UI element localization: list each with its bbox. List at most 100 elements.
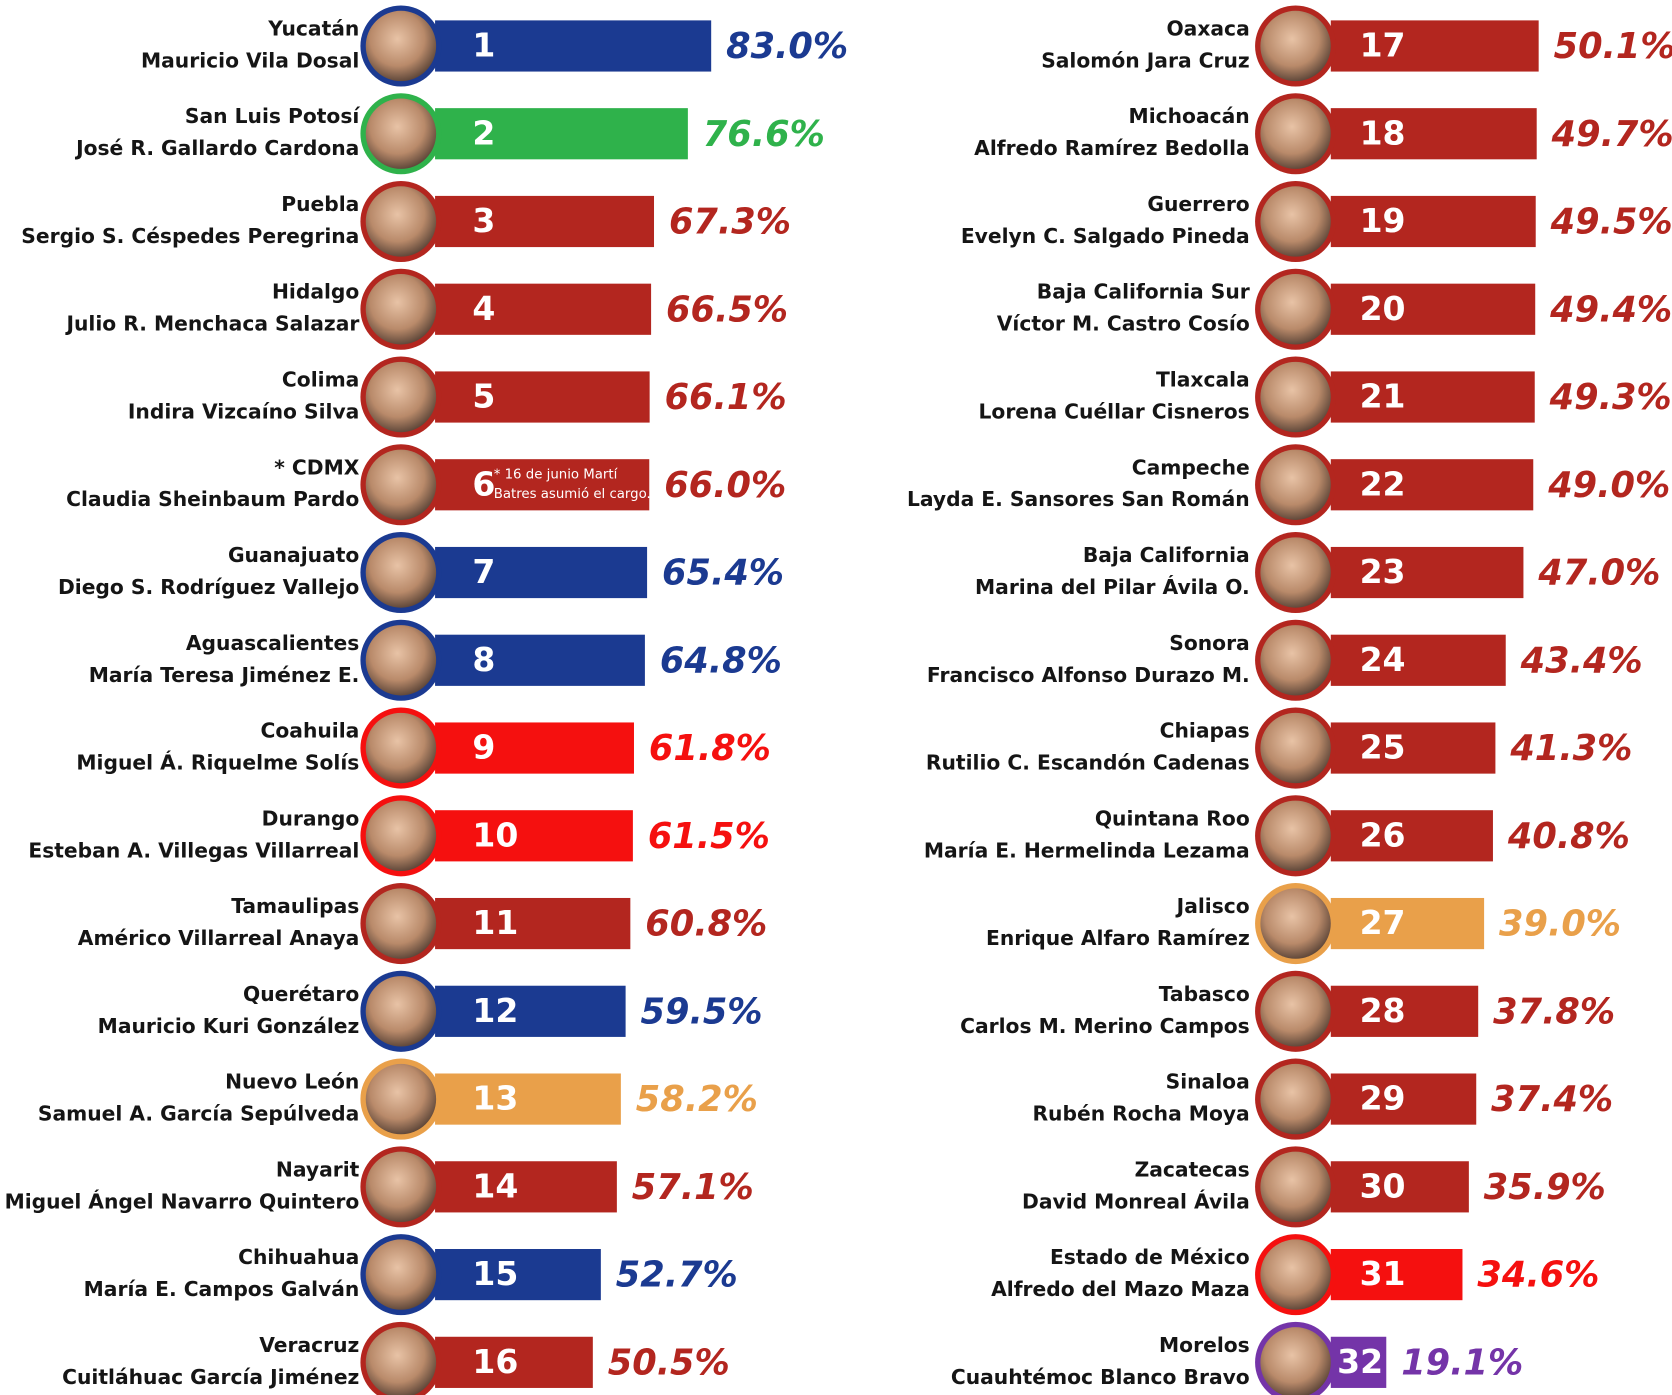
- rank: 14: [472, 1166, 518, 1205]
- governor-name: Cuauhtémoc Blanco Bravo: [951, 1365, 1250, 1389]
- photo: [366, 450, 436, 520]
- value-label: 61.8%: [649, 728, 771, 769]
- rank: 8: [472, 640, 495, 679]
- photo: [366, 713, 436, 783]
- bar: [435, 722, 634, 773]
- photo: [1260, 1152, 1330, 1222]
- rank: 12: [472, 991, 518, 1030]
- rank: 15: [472, 1254, 518, 1293]
- governor-name: Miguel Á. Riquelme Solís: [76, 751, 359, 775]
- governor-name: Rubén Rocha Moya: [1032, 1102, 1249, 1126]
- bar: [435, 284, 651, 335]
- page: Yucatán Mauricio Vila Dosal 1 83.0% San Luis…: [0, 0, 1672, 1395]
- note: * 16 de junio Martí: [494, 467, 619, 483]
- value-label: 76.6%: [703, 114, 825, 155]
- governor-name: Víctor M. Castro Cosío: [997, 312, 1250, 336]
- state-label: Yucatán: [267, 16, 359, 40]
- governor-name: María E. Hermelinda Lezama: [924, 838, 1250, 862]
- state-label: Jalisco: [1175, 894, 1250, 918]
- photo: [1260, 99, 1330, 169]
- state-label: Michoacán: [1129, 104, 1250, 128]
- rank: 27: [1360, 903, 1406, 942]
- governor-name: Enrique Alfaro Ramírez: [986, 926, 1250, 950]
- rank: 16: [472, 1342, 518, 1381]
- photo: [366, 1152, 436, 1222]
- bar: [435, 986, 626, 1037]
- governor-name: Alfredo del Mazo Maza: [991, 1277, 1250, 1301]
- rank: 28: [1360, 991, 1406, 1030]
- state-label: Coahuila: [261, 719, 360, 743]
- photo: [366, 362, 436, 432]
- photo: [1260, 801, 1330, 871]
- photo: [1260, 625, 1330, 695]
- bar: [435, 371, 650, 422]
- photo: [366, 888, 436, 958]
- value-label: 49.0%: [1547, 465, 1670, 506]
- rank: 19: [1360, 201, 1406, 240]
- governor-name: Marina del Pilar Ávila O.: [975, 575, 1250, 599]
- rank: 4: [472, 289, 495, 328]
- photo: [1260, 537, 1330, 607]
- rank: 29: [1360, 1079, 1406, 1118]
- state-label: Guerrero: [1147, 192, 1249, 216]
- rank: 6: [472, 464, 495, 503]
- governor-name: Lorena Cuéllar Cisneros: [979, 400, 1250, 424]
- photo: [366, 274, 436, 344]
- rank: 11: [472, 903, 518, 942]
- state-label: Oaxaca: [1166, 16, 1249, 40]
- state-label: San Luis Potosí: [185, 104, 360, 128]
- photo: [1260, 11, 1330, 81]
- bar: [435, 1073, 621, 1124]
- photo: [366, 1239, 436, 1309]
- value-label: 61.5%: [648, 816, 770, 857]
- governor-name: Layda E. Sansores San Román: [907, 487, 1250, 511]
- photo: [1260, 713, 1330, 783]
- rank: 13: [472, 1079, 518, 1118]
- photo: [1260, 274, 1330, 344]
- value-label: 49.5%: [1550, 202, 1672, 243]
- value-label: 50.5%: [608, 1342, 730, 1383]
- bar: [435, 635, 645, 686]
- note: Batres asumió el cargo.: [494, 486, 651, 502]
- state-label: Tlaxcala: [1156, 368, 1250, 392]
- state-label: Baja California: [1083, 543, 1250, 567]
- value-label: 66.0%: [664, 465, 786, 506]
- state-label: Estado de México: [1050, 1245, 1250, 1269]
- value-label: 49.4%: [1549, 289, 1672, 330]
- state-label: Durango: [262, 806, 360, 830]
- photo: [1260, 362, 1330, 432]
- state-label: Nayarit: [276, 1157, 360, 1181]
- rank: 32: [1337, 1342, 1383, 1381]
- bar: [1331, 635, 1506, 686]
- state-label: Veracruz: [259, 1333, 359, 1357]
- state-label: Tamaulipas: [231, 894, 359, 918]
- value-label: 59.5%: [641, 991, 763, 1032]
- bar: [1331, 810, 1493, 861]
- state-label: Sonora: [1169, 631, 1249, 655]
- governor-name: Salomón Jara Cruz: [1041, 48, 1250, 72]
- governor-name: Indira Vizcaíno Silva: [128, 400, 359, 424]
- governor-name: Julio R. Menchaca Salazar: [64, 312, 359, 336]
- governor-name: Sergio S. Céspedes Peregrina: [21, 224, 359, 248]
- value-label: 43.4%: [1520, 640, 1643, 681]
- state-label: Tabasco: [1159, 982, 1250, 1006]
- chart: Yucatán Mauricio Vila Dosal 1 83.0% San Luis…: [0, 0, 1672, 1395]
- bar: [435, 810, 633, 861]
- value-label: 52.7%: [616, 1255, 738, 1296]
- governor-name: Diego S. Rodríguez Vallejo: [58, 575, 359, 599]
- value-label: 49.3%: [1549, 377, 1672, 418]
- value-label: 60.8%: [645, 904, 767, 945]
- photo: [1260, 1239, 1330, 1309]
- bar: [1331, 898, 1484, 949]
- rank: 22: [1360, 464, 1406, 503]
- rank: 21: [1360, 377, 1406, 416]
- value-label: 37.8%: [1493, 991, 1615, 1032]
- rank: 1: [472, 26, 495, 65]
- state-label: Hidalgo: [272, 280, 359, 304]
- rank: 24: [1360, 640, 1406, 679]
- governor-name: Mauricio Vila Dosal: [141, 48, 359, 72]
- rank: 5: [472, 377, 495, 416]
- governor-name: David Monreal Ávila: [1022, 1189, 1250, 1213]
- value-label: 83.0%: [726, 26, 848, 67]
- photo: [1260, 976, 1330, 1046]
